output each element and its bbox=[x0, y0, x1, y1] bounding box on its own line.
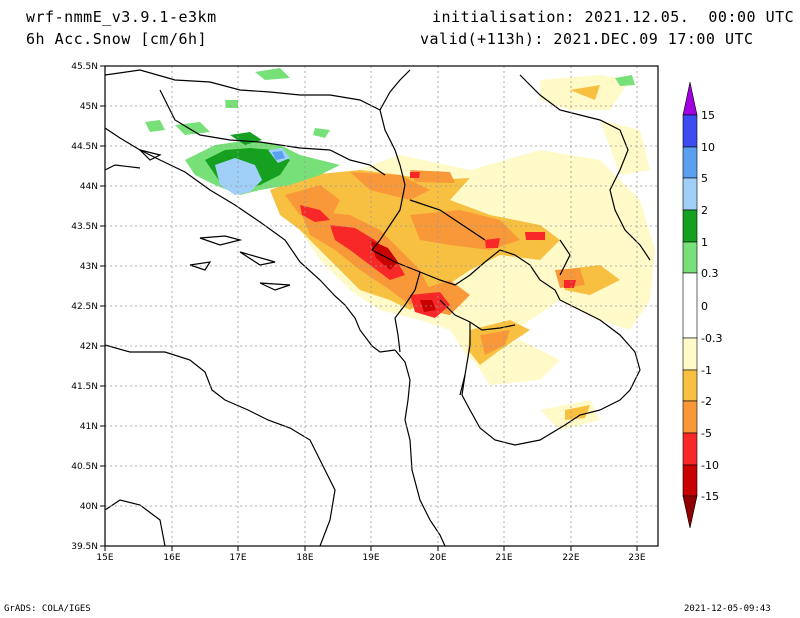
lat-label: 42.5N bbox=[71, 302, 98, 312]
snow-field bbox=[145, 68, 655, 430]
colorbar-label: 15 bbox=[701, 109, 715, 122]
lat-labels: 45.5N 45N 44.5N 44N 43.5N 43N 42.5N 42N … bbox=[71, 62, 98, 552]
colorbar-swatch bbox=[682, 241, 698, 274]
colorbar-label: 0.3 bbox=[701, 267, 719, 280]
colorbar bbox=[682, 81, 698, 529]
colorbar-swatch bbox=[682, 146, 698, 179]
lon-label: 23E bbox=[628, 553, 645, 563]
model-title: wrf-nmmE_v3.9.1-e3km bbox=[26, 8, 217, 26]
colorbar-labels: 15 10 5 2 1 0.3 0 -0.3 -1 -2 -5 -10 -15 bbox=[701, 109, 722, 503]
colorbar-swatch bbox=[682, 272, 698, 339]
map-grid bbox=[105, 66, 658, 546]
lat-label: 41.5N bbox=[71, 382, 98, 392]
colorbar-label: -2 bbox=[701, 395, 712, 408]
colorbar-label: 10 bbox=[701, 141, 715, 154]
lat-label: 45.5N bbox=[71, 62, 98, 72]
colorbar-swatch bbox=[682, 177, 698, 211]
colorbar-label: -1 bbox=[701, 364, 712, 377]
colorbar-label: 0 bbox=[701, 300, 708, 313]
colorbar-label: -0.3 bbox=[701, 332, 722, 345]
lon-label: 16E bbox=[163, 553, 180, 563]
lat-label: 43N bbox=[80, 262, 98, 272]
footer-timestamp: 2021-12-05-09:43 bbox=[684, 604, 771, 614]
lat-label: 40N bbox=[80, 502, 98, 512]
colorbar-swatch bbox=[682, 400, 698, 434]
colorbar-bottom-triangle bbox=[682, 495, 698, 529]
lon-label: 22E bbox=[562, 553, 579, 563]
lon-label: 19E bbox=[362, 553, 379, 563]
colorbar-swatch bbox=[682, 337, 698, 371]
lat-label: 44N bbox=[80, 182, 98, 192]
lat-label: 41N bbox=[80, 422, 98, 432]
lat-label: 44.5N bbox=[71, 142, 98, 152]
lon-label: 18E bbox=[296, 553, 313, 563]
init-time: initialisation: 2021.12.05. 00:00 UTC bbox=[432, 8, 795, 26]
snow-blue-area bbox=[272, 151, 285, 160]
footer-credit: GrADS: COLA/IGES bbox=[4, 604, 91, 614]
colorbar-swatch bbox=[682, 369, 698, 402]
lat-label: 40.5N bbox=[71, 462, 98, 472]
colorbar-swatch bbox=[682, 464, 698, 497]
colorbar-label: 5 bbox=[701, 172, 708, 185]
variable-title: 6h Acc.Snow [cm/6h] bbox=[26, 30, 208, 48]
lat-label: 43.5N bbox=[71, 222, 98, 232]
colorbar-swatch bbox=[682, 209, 698, 243]
coastlines-borders bbox=[105, 69, 651, 546]
colorbar-swatch bbox=[682, 114, 698, 148]
snow-extreme-area bbox=[370, 240, 436, 312]
lat-label: 42N bbox=[80, 342, 98, 352]
colorbar-label: 2 bbox=[701, 204, 708, 217]
colorbar-top-triangle bbox=[682, 81, 698, 116]
valid-time: valid(+113h): 2021.DEC.09 17:00 UTC bbox=[420, 30, 754, 48]
colorbar-swatch bbox=[682, 432, 698, 466]
colorbar-label: -15 bbox=[701, 490, 719, 503]
lon-label: 15E bbox=[96, 553, 113, 563]
lat-label: 39.5N bbox=[71, 542, 98, 552]
colorbar-label: 1 bbox=[701, 236, 708, 249]
lon-label: 21E bbox=[495, 553, 512, 563]
lon-label: 17E bbox=[229, 553, 246, 563]
colorbar-label: -10 bbox=[701, 459, 719, 472]
tick-marks bbox=[100, 65, 638, 551]
lat-label: 45N bbox=[80, 102, 98, 112]
colorbar-label: -5 bbox=[701, 427, 712, 440]
lon-labels: 15E 16E 17E 18E 19E 20E 21E 22E 23E bbox=[96, 553, 645, 563]
lon-label: 20E bbox=[429, 553, 446, 563]
